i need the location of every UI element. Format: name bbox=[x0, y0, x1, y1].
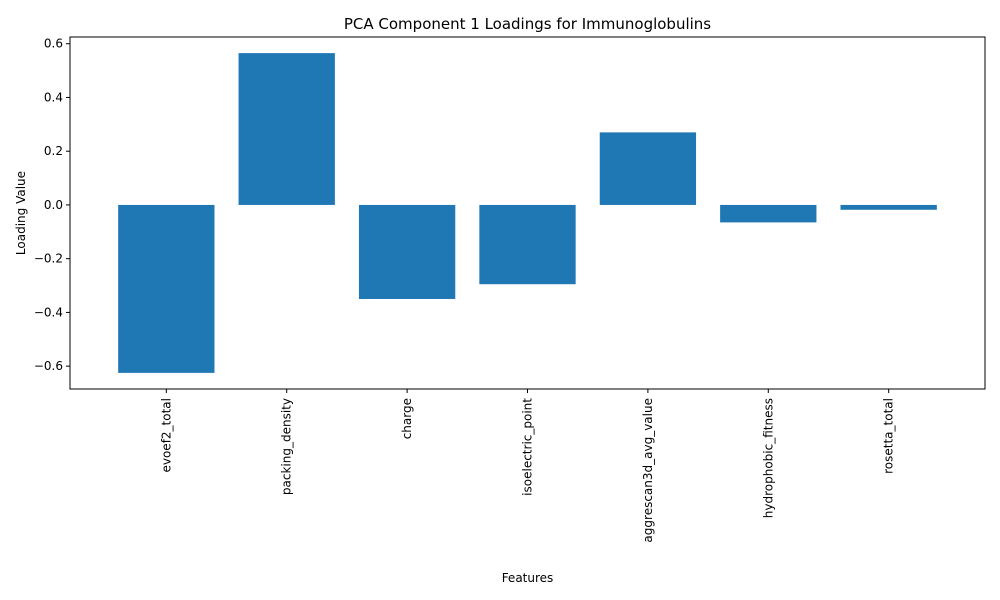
chart-title: PCA Component 1 Loadings for Immunoglobu… bbox=[344, 15, 711, 33]
x-tick-label: packing_density bbox=[280, 398, 294, 495]
y-tick-label: 0.0 bbox=[44, 198, 63, 212]
bar-rosetta_total bbox=[840, 204, 937, 210]
bar-evoef2_total bbox=[118, 204, 215, 373]
y-tick-label: −0.4 bbox=[34, 305, 63, 319]
y-tick-label: −0.6 bbox=[34, 359, 63, 373]
x-axis-label: Features bbox=[502, 571, 554, 585]
x-tick-label: charge bbox=[400, 398, 414, 439]
y-tick-label: 0.4 bbox=[44, 90, 63, 104]
bar-packing_density bbox=[238, 53, 335, 205]
y-axis-label: Loading Value bbox=[14, 171, 28, 255]
x-tick-label: evoef2_total bbox=[159, 398, 173, 473]
x-tick-label: aggrescan3d_avg_value bbox=[641, 398, 655, 543]
bars-group bbox=[118, 53, 937, 373]
x-tick-label: rosetta_total bbox=[882, 398, 896, 474]
y-tick-label: 0.6 bbox=[44, 37, 63, 51]
y-tick-label: 0.2 bbox=[44, 144, 63, 158]
bar-isoelectric_point bbox=[479, 204, 576, 285]
bar-hydrophobic_fitness bbox=[720, 204, 817, 223]
x-tick-label: isoelectric_point bbox=[521, 398, 535, 496]
x-axis: evoef2_total packing_density charge isoelec… bbox=[159, 389, 896, 543]
y-axis: −0.6 −0.4 −0.2 0.0 0.2 0.4 0.6 bbox=[34, 37, 70, 373]
bar-aggrescan3d_avg_value bbox=[599, 132, 697, 205]
y-tick-label: −0.2 bbox=[34, 252, 63, 266]
bar-charge bbox=[358, 204, 456, 299]
x-tick-label: hydrophobic_fitness bbox=[761, 398, 775, 518]
